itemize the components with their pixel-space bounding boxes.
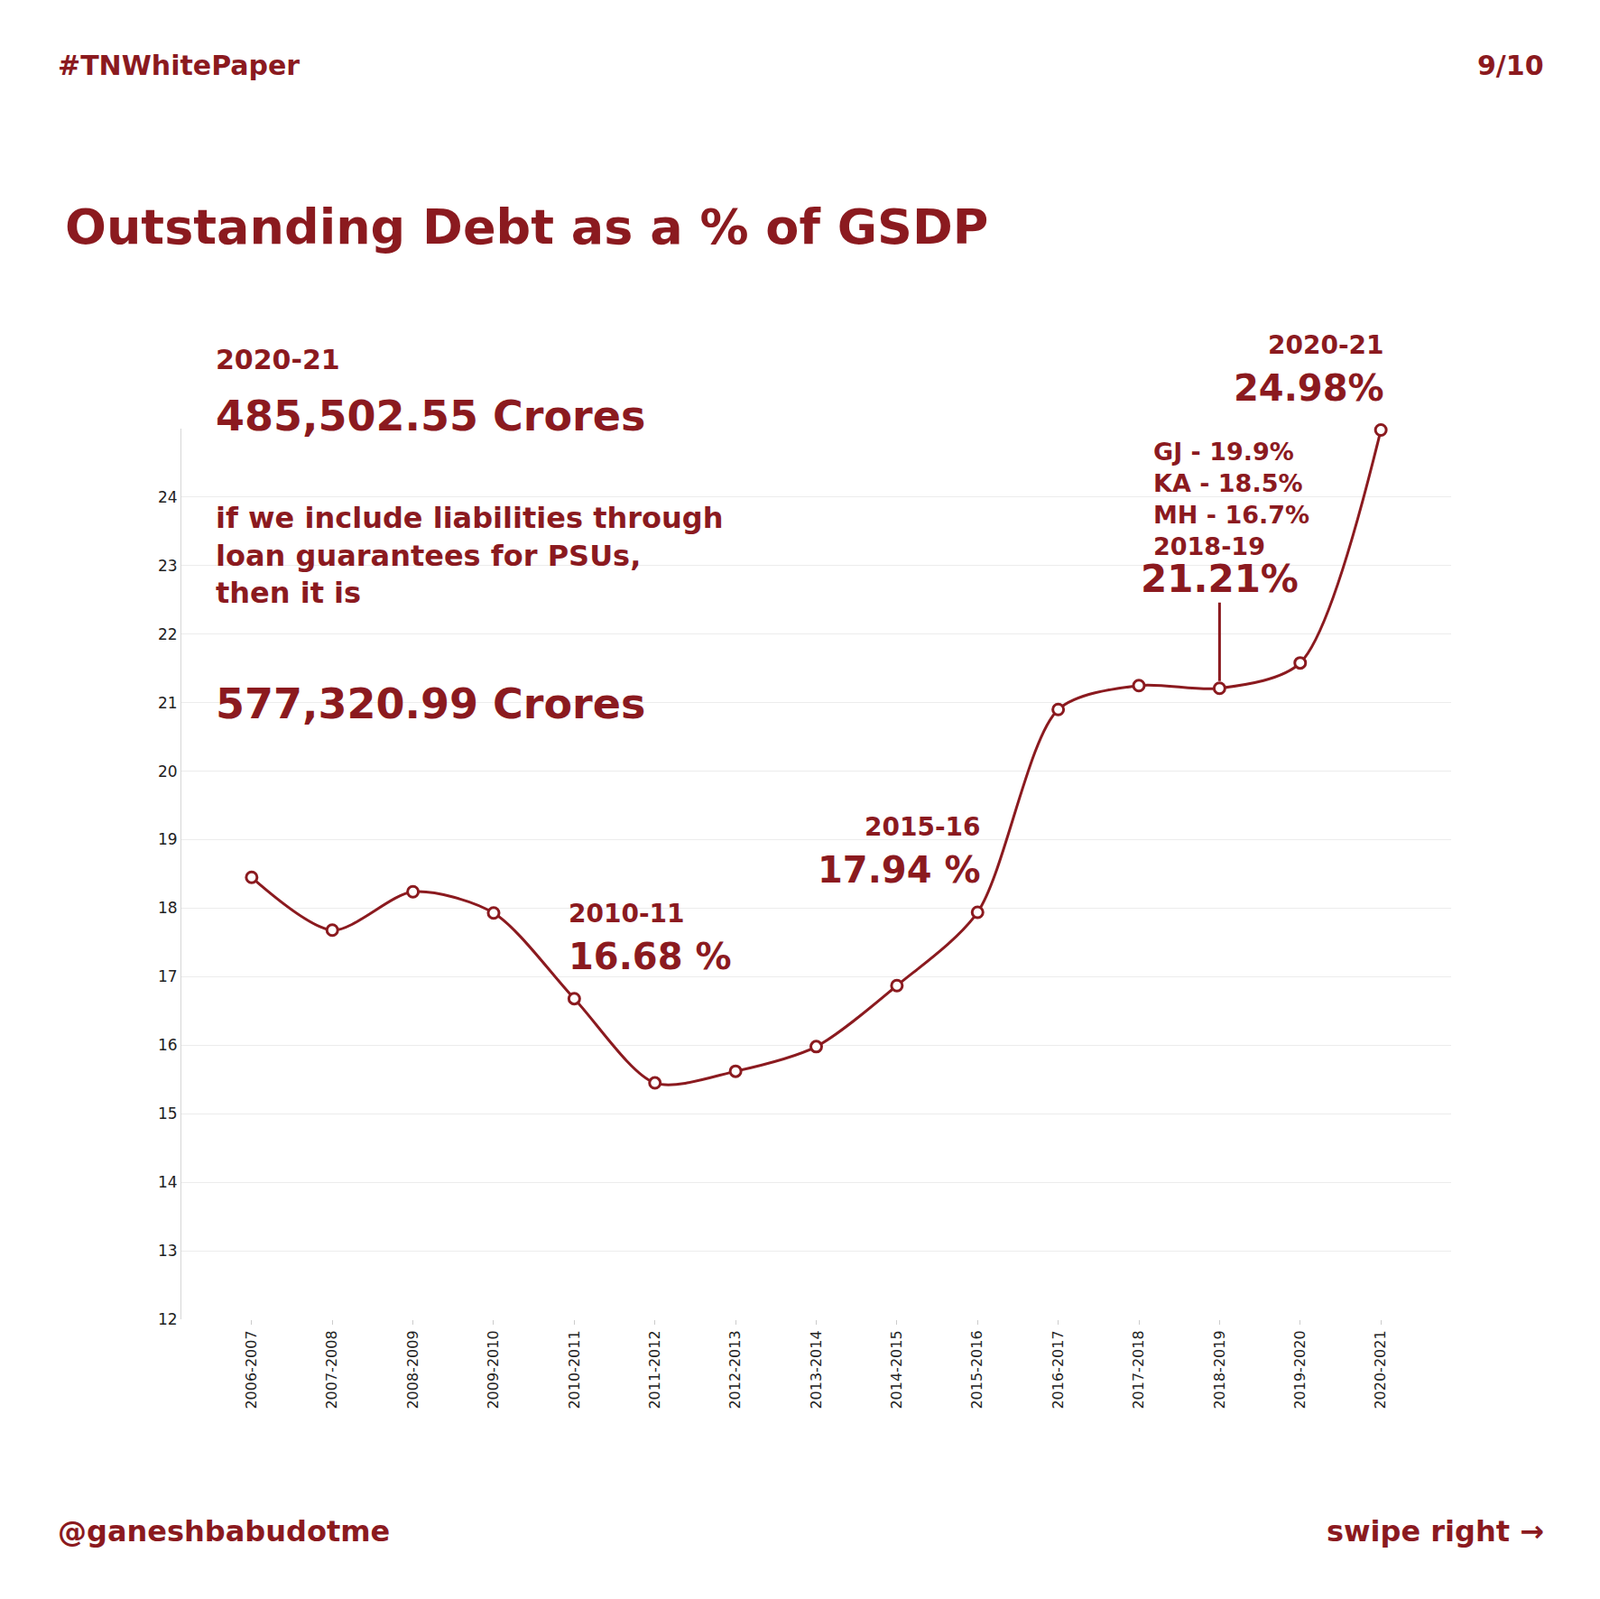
- svg-text:2020-2021: 2020-2021: [1371, 1330, 1389, 1409]
- svg-text:#TNWhitePaper: #TNWhitePaper: [57, 49, 300, 82]
- svg-text:2014-2015: 2014-2015: [887, 1330, 906, 1409]
- svg-text:2012-2013: 2012-2013: [726, 1330, 744, 1409]
- svg-text:13: 13: [157, 1241, 178, 1260]
- svg-text:19: 19: [157, 830, 178, 849]
- svg-text:2020-21: 2020-21: [1267, 330, 1385, 361]
- svg-text:2013-2014: 2013-2014: [807, 1330, 825, 1409]
- svg-text:21: 21: [157, 693, 178, 713]
- svg-text:2010-2011: 2010-2011: [565, 1330, 583, 1409]
- svg-text:2018-2019: 2018-2019: [1211, 1330, 1229, 1409]
- svg-text:12: 12: [157, 1310, 178, 1329]
- svg-text:if we include liabilities thro: if we include liabilities throughloan gu…: [215, 500, 723, 611]
- svg-text:17: 17: [157, 967, 178, 986]
- svg-text:577,320.99 Crores: 577,320.99 Crores: [215, 679, 646, 729]
- svg-text:2015-16: 2015-16: [864, 812, 981, 842]
- svg-text:17.94 %: 17.94 %: [817, 849, 981, 891]
- svg-text:22: 22: [157, 625, 178, 644]
- svg-text:GJ - 19.9%KA - 18.5%MH - 16.7%: GJ - 19.9%KA - 18.5%MH - 16.7%2018-19: [1153, 437, 1310, 561]
- svg-text:485,502.55 Crores: 485,502.55 Crores: [215, 391, 646, 441]
- svg-text:Outstanding Debt as a % of GSD: Outstanding Debt as a % of GSDP: [64, 198, 989, 256]
- svg-text:14: 14: [157, 1173, 178, 1192]
- svg-text:2016-2017: 2016-2017: [1049, 1330, 1067, 1409]
- svg-text:2009-2010: 2009-2010: [484, 1330, 502, 1409]
- svg-text:18: 18: [157, 898, 178, 917]
- svg-text:21.21%: 21.21%: [1140, 556, 1299, 602]
- svg-text:24.98%: 24.98%: [1233, 367, 1385, 409]
- svg-text:2017-2018: 2017-2018: [1129, 1330, 1147, 1409]
- svg-text:2015-2016: 2015-2016: [968, 1330, 986, 1409]
- svg-text:@ganeshbabudotme: @ganeshbabudotme: [57, 1514, 390, 1549]
- svg-text:2011-2012: 2011-2012: [646, 1330, 664, 1409]
- svg-text:15: 15: [157, 1104, 178, 1123]
- svg-text:9/10: 9/10: [1477, 49, 1545, 82]
- svg-text:2006-2007: 2006-2007: [242, 1330, 260, 1409]
- svg-text:swipe right →: swipe right →: [1326, 1514, 1545, 1549]
- svg-text:16.68 %: 16.68 %: [568, 935, 732, 978]
- svg-text:2020-21: 2020-21: [215, 343, 341, 376]
- svg-text:2007-2008: 2007-2008: [323, 1330, 341, 1409]
- svg-text:16: 16: [157, 1035, 178, 1055]
- svg-text:2008-2009: 2008-2009: [404, 1330, 422, 1409]
- svg-text:20: 20: [157, 762, 178, 781]
- svg-text:23: 23: [157, 556, 178, 575]
- svg-text:2010-11: 2010-11: [568, 898, 685, 929]
- svg-text:24: 24: [157, 488, 178, 507]
- svg-text:2019-2020: 2019-2020: [1291, 1330, 1309, 1409]
